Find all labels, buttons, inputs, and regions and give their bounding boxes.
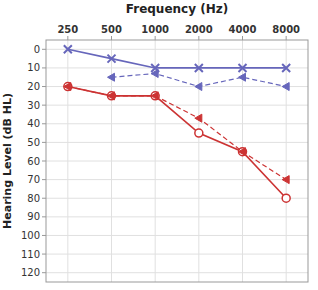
marker [151, 92, 158, 100]
y-tick [42, 235, 46, 236]
x-tick-label: 1000 [141, 24, 169, 35]
y-grid-line [46, 235, 308, 236]
y-grid-line [46, 198, 308, 199]
y-tick [42, 161, 46, 162]
grid [46, 40, 308, 282]
marker [195, 114, 202, 122]
x-grid-line [67, 40, 68, 282]
y-tick-label: 120 [21, 267, 40, 278]
y-tick-label: 50 [27, 137, 40, 148]
y-tick-label: 110 [21, 249, 40, 260]
x-grid-line [286, 40, 287, 282]
x-tick-label: 250 [57, 24, 78, 35]
x-tick-label: 2000 [185, 24, 213, 35]
line [68, 49, 286, 68]
y-tick [42, 49, 46, 50]
marker [282, 176, 289, 184]
marker [282, 64, 290, 72]
y-tick-label: 100 [21, 230, 40, 241]
marker [282, 194, 290, 202]
y-axis-label: Hearing Level (dB HL) [1, 93, 14, 229]
marker [108, 55, 116, 63]
marker [151, 70, 158, 78]
series [64, 83, 289, 184]
y-grid-line [46, 161, 308, 162]
marker [239, 73, 246, 81]
y-grid-line [46, 49, 308, 50]
series [64, 45, 290, 72]
marker [282, 83, 289, 91]
y-grid-line [46, 123, 308, 124]
x-tick [155, 36, 156, 40]
marker [64, 83, 71, 91]
marker [108, 73, 115, 81]
x-tick-label: 4000 [229, 24, 257, 35]
y-tick-label: 90 [27, 211, 40, 222]
y-tick [42, 105, 46, 106]
y-tick [42, 86, 46, 87]
marker [195, 64, 203, 72]
y-tick [42, 272, 46, 273]
x-tick [242, 36, 243, 40]
y-tick [42, 179, 46, 180]
y-tick [42, 142, 46, 143]
y-tick-label: 10 [27, 62, 40, 73]
y-tick-label: 0 [34, 44, 40, 55]
series [108, 70, 290, 91]
y-grid-line [46, 272, 308, 273]
y-tick-label: 60 [27, 156, 40, 167]
x-tick [198, 36, 199, 40]
y-tick [42, 123, 46, 124]
x-tick [111, 36, 112, 40]
y-tick-label: 40 [27, 118, 40, 129]
x-axis-label: Frequency (Hz) [126, 2, 228, 16]
x-grid-line [198, 40, 199, 282]
series [64, 83, 290, 203]
y-tick-label: 70 [27, 174, 40, 185]
y-tick [42, 67, 46, 68]
y-grid-line [46, 86, 308, 87]
x-tick-label: 500 [101, 24, 122, 35]
marker [64, 83, 72, 91]
y-tick [42, 254, 46, 255]
y-tick-label: 80 [27, 193, 40, 204]
y-grid-line [46, 142, 308, 143]
marker [108, 92, 115, 100]
marker [239, 148, 246, 156]
y-tick [42, 216, 46, 217]
chart: 0 10 20 30 40 50 60 70 80 90 100 110 120 250 500 1000 20… [0, 0, 318, 290]
y-grid-line [46, 216, 308, 217]
line [68, 87, 286, 199]
marker [195, 129, 203, 137]
x-tick-label: 8000 [272, 24, 300, 35]
marker [239, 64, 247, 72]
marker [64, 45, 72, 53]
y-tick-label: 20 [27, 81, 40, 92]
marker [195, 83, 202, 91]
line [68, 87, 286, 180]
y-tick [42, 198, 46, 199]
marker [151, 92, 159, 100]
y-grid-line [46, 105, 308, 106]
plot-area [64, 45, 290, 202]
y-grid-line [46, 254, 308, 255]
x-tick [67, 36, 68, 40]
x-tick [286, 36, 287, 40]
y-tick-label: 30 [27, 100, 40, 111]
marker [108, 92, 116, 100]
plot-frame [46, 40, 308, 282]
